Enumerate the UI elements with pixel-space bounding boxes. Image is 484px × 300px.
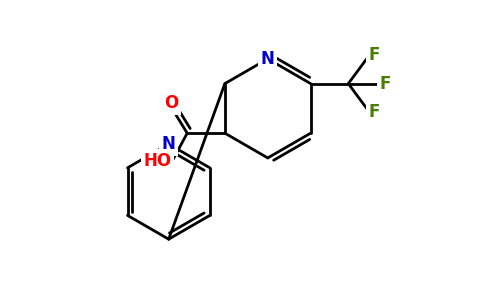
Text: F: F (379, 75, 391, 93)
Text: F: F (368, 103, 380, 122)
Text: N: N (261, 50, 275, 68)
Text: N: N (162, 135, 176, 153)
Text: HO: HO (143, 152, 171, 170)
Text: O: O (164, 94, 179, 112)
Text: F: F (368, 46, 380, 64)
